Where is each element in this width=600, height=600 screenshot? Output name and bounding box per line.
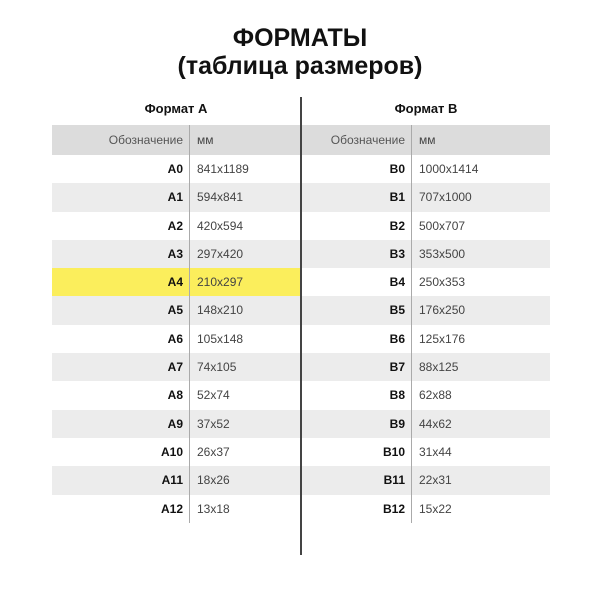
format-size: 210x297 bbox=[197, 275, 244, 290]
format-name: B9 bbox=[302, 409, 412, 438]
format-name: A4 bbox=[52, 268, 190, 297]
table-row: A10 26x37 bbox=[52, 437, 300, 467]
table-row: A3 297x420 bbox=[52, 239, 300, 269]
table-row: A12 13x18 bbox=[52, 494, 300, 523]
format-name: B8 bbox=[302, 381, 412, 410]
format-name: A7 bbox=[52, 353, 190, 382]
table-row: B9 44x62 bbox=[302, 409, 550, 438]
format-name: A12 bbox=[52, 494, 190, 523]
format-size: 707x1000 bbox=[419, 190, 472, 205]
table-row: A5 148x210 bbox=[52, 296, 300, 325]
format-name: A11 bbox=[52, 466, 190, 495]
table-caption: Формат А bbox=[144, 101, 208, 116]
table-row: A9 37x52 bbox=[52, 409, 300, 438]
format-size: 841x1189 bbox=[197, 162, 249, 176]
table-format-b: Формат В Обозначение мм B0 1000x1414 B1 … bbox=[302, 95, 550, 523]
table-row: B10 31x44 bbox=[302, 437, 550, 467]
format-size: 500x707 bbox=[419, 218, 466, 233]
header-mm: мм bbox=[419, 133, 436, 147]
format-size: 44x62 bbox=[419, 416, 452, 431]
table-row: B6 125x176 bbox=[302, 324, 550, 354]
format-size: 353x500 bbox=[419, 246, 466, 261]
format-name: B0 bbox=[302, 155, 412, 184]
format-size: 1000x1414 bbox=[419, 162, 479, 176]
format-size: 15x22 bbox=[419, 501, 452, 516]
table-row: A4 210x297 bbox=[52, 268, 300, 297]
format-size: 37x52 bbox=[197, 416, 230, 431]
format-name: A8 bbox=[52, 381, 190, 410]
table-row: A0 841x1189 bbox=[52, 155, 300, 184]
header-designation: Обозначение bbox=[302, 125, 412, 155]
format-size: 88x125 bbox=[419, 360, 459, 375]
table-row: B3 353x500 bbox=[302, 239, 550, 269]
header-mm: мм bbox=[197, 133, 214, 147]
format-name: A1 bbox=[52, 183, 190, 212]
format-name: A0 bbox=[52, 155, 190, 184]
table-caption: Формат В bbox=[394, 101, 458, 116]
table-header: Обозначение мм bbox=[52, 125, 300, 155]
table-row: B12 15x22 bbox=[302, 494, 550, 523]
page-subtitle: (таблица размеров) bbox=[177, 52, 423, 80]
format-name: B6 bbox=[302, 324, 412, 354]
format-name: B1 bbox=[302, 183, 412, 212]
format-name: A6 bbox=[52, 324, 190, 354]
table-row: A8 52x74 bbox=[52, 381, 300, 410]
table-row: A6 105x148 bbox=[52, 324, 300, 354]
table-row: B4 250x353 bbox=[302, 268, 550, 297]
table-row: B8 62x88 bbox=[302, 381, 550, 410]
format-size: 74x105 bbox=[197, 360, 237, 375]
page-title: ФОРМАТЫ bbox=[232, 24, 368, 52]
format-name: A3 bbox=[52, 239, 190, 269]
format-name: B10 bbox=[302, 437, 412, 467]
format-size: 26x37 bbox=[197, 444, 230, 459]
format-size: 52x74 bbox=[197, 388, 230, 403]
table-row: B11 22x31 bbox=[302, 466, 550, 495]
format-size: 105x148 bbox=[197, 331, 244, 346]
table-row: B5 176x250 bbox=[302, 296, 550, 325]
format-name: B5 bbox=[302, 296, 412, 325]
format-size: 148x210 bbox=[197, 303, 244, 318]
table-row: B1 707x1000 bbox=[302, 183, 550, 212]
table-row: A1 594x841 bbox=[52, 183, 300, 212]
format-name: B3 bbox=[302, 239, 412, 269]
format-size: 250x353 bbox=[419, 275, 466, 290]
table-header: Обозначение мм bbox=[302, 125, 550, 155]
format-size: 31x44 bbox=[419, 444, 452, 459]
format-name: B12 bbox=[302, 494, 412, 523]
format-name: A5 bbox=[52, 296, 190, 325]
format-name: B11 bbox=[302, 466, 412, 495]
table-row: A2 420x594 bbox=[52, 211, 300, 240]
format-name: B7 bbox=[302, 353, 412, 382]
table-row: B0 1000x1414 bbox=[302, 155, 550, 184]
format-size: 297x420 bbox=[197, 246, 244, 261]
format-size: 13x18 bbox=[197, 501, 230, 516]
table-format-a: Формат А Обозначение мм A0 841x1189 A1 5… bbox=[52, 95, 300, 523]
format-size: 22x31 bbox=[419, 473, 452, 488]
format-size: 125x176 bbox=[419, 331, 466, 346]
table-row: A7 74x105 bbox=[52, 353, 300, 382]
format-name: B4 bbox=[302, 268, 412, 297]
format-size: 176x250 bbox=[419, 303, 466, 318]
format-name: A9 bbox=[52, 409, 190, 438]
table-row: A11 18x26 bbox=[52, 466, 300, 495]
header-designation: Обозначение bbox=[52, 125, 190, 155]
table-row: B2 500x707 bbox=[302, 211, 550, 240]
format-size: 62x88 bbox=[419, 388, 452, 403]
format-size: 18x26 bbox=[197, 473, 230, 488]
format-name: B2 bbox=[302, 211, 412, 240]
table-row: B7 88x125 bbox=[302, 353, 550, 382]
divider bbox=[300, 97, 302, 555]
format-size: 420x594 bbox=[197, 218, 244, 233]
format-size: 594x841 bbox=[197, 190, 244, 205]
format-name: A10 bbox=[52, 437, 190, 467]
format-name: A2 bbox=[52, 211, 190, 240]
